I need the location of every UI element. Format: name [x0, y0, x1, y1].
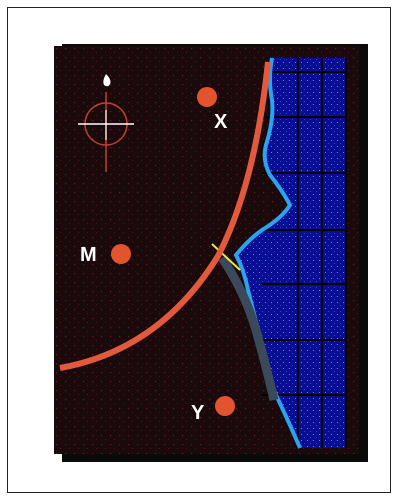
marker-m-dot	[111, 244, 131, 264]
marker-y-label: Y	[191, 402, 205, 424]
marker-x-label: X	[214, 111, 228, 133]
marker-x-dot	[197, 87, 217, 107]
marker-y-dot	[215, 396, 235, 416]
sea-grid	[262, 58, 347, 448]
plate-boundary-arc	[59, 61, 271, 371]
sea-area	[236, 58, 347, 448]
fault-crossing-mark	[211, 243, 241, 271]
crosshair-compass-icon	[78, 74, 134, 172]
marker-m-label: M	[80, 244, 97, 266]
fault-line	[218, 255, 279, 402]
